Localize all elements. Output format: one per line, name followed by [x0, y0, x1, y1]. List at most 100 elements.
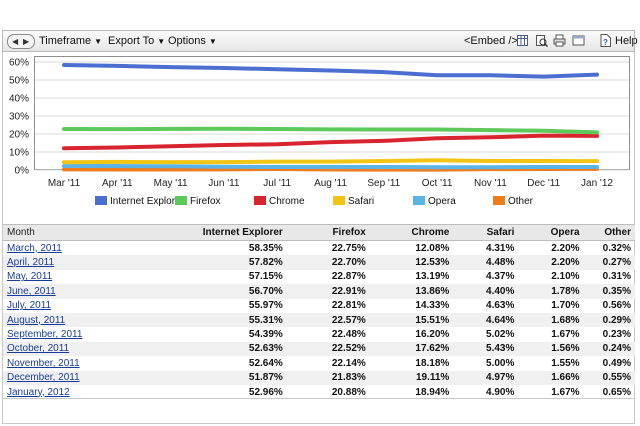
x-tick-label: May '11 [154, 178, 188, 189]
browser-share-line-chart: 0% 10% 20% 30% 40% 50% 60% Mar '11 Apr '11 May '1… [9, 58, 629, 189]
legend-item[interactable]: Chrome [254, 196, 305, 208]
table-body: March, 2011 58.35% 22.75% 12.08% 4.31% 2.20% 0… [3, 241, 635, 400]
print-icon[interactable] [553, 34, 566, 47]
value-cell: 2.10% [551, 271, 580, 283]
value-cell: 1.70% [551, 300, 580, 312]
value-cell: 4.63% [486, 300, 515, 312]
value-cell: 0.23% [602, 329, 631, 341]
table-bottom-border [3, 398, 635, 399]
value-cell: 0.65% [602, 386, 631, 398]
month-cell: March, 2011 [3, 241, 138, 256]
value-cell: 18.18% [415, 357, 450, 369]
value-cell: 22.14% [331, 357, 366, 369]
series-line-opera [62, 164, 599, 170]
y-tick-label: 30% [9, 112, 29, 123]
column-header[interactable]: Chrome [369, 224, 454, 241]
x-tick-label: Mar '11 [48, 178, 81, 189]
month-cell: October, 2011 [3, 341, 138, 357]
month-link[interactable]: June, 2011 [7, 285, 56, 297]
month-link[interactable]: September, 2011 [7, 329, 83, 341]
options-menu[interactable]: Options ▼ [168, 31, 217, 51]
x-tick-label: Jul '11 [263, 178, 291, 189]
legend-label: Other [508, 196, 534, 207]
column-header[interactable]: Month [3, 224, 138, 241]
zoom-icon[interactable] [535, 34, 548, 47]
value-cell: 13.19% [415, 271, 450, 283]
export-label: Export To [108, 35, 155, 47]
value-cell: 54.39% [248, 329, 283, 341]
month-cell: November, 2011 [3, 356, 138, 370]
value-cell: 0.27% [583, 255, 635, 270]
value-cell: 55.97% [248, 300, 283, 312]
month-link[interactable]: July, 2011 [7, 300, 52, 312]
value-cell: 56.70% [138, 284, 287, 299]
column-header[interactable]: Opera [518, 224, 584, 241]
embed-button[interactable]: <Embed /> [464, 31, 518, 51]
legend-item[interactable]: Internet Explorer [95, 196, 184, 208]
value-cell: 1.78% [518, 284, 584, 299]
value-cell: 0.24% [583, 341, 635, 357]
timeframe-menu[interactable]: Timeframe ▼ [39, 31, 102, 51]
value-cell: 0.56% [602, 300, 631, 312]
table-row: December, 2011 51.87% 21.83% 19.11% 4.97% 1.6… [3, 370, 635, 385]
value-cell: 1.55% [551, 357, 580, 369]
value-cell: 0.55% [583, 370, 635, 385]
month-link[interactable]: April, 2011 [7, 257, 55, 269]
column-header[interactable]: Safari [453, 224, 519, 241]
legend-item[interactable]: Other [493, 196, 533, 208]
caret-down-icon: ▼ [208, 37, 217, 46]
value-cell: 57.15% [248, 271, 283, 283]
legend-item[interactable]: Firefox [175, 196, 221, 208]
value-cell: 4.90% [486, 386, 515, 398]
x-tick-label: Jun '11 [208, 178, 240, 189]
value-cell: 52.64% [248, 357, 283, 369]
value-cell: 14.33% [415, 300, 450, 312]
column-header[interactable]: Firefox [286, 224, 370, 241]
legend-swatch [254, 196, 266, 205]
value-cell: 4.48% [453, 255, 519, 270]
table-row: November, 2011 52.64% 22.14% 18.18% 5.00% 1.5… [3, 356, 635, 370]
value-cell: 0.35% [583, 284, 635, 299]
value-cell: 20.88% [331, 386, 366, 398]
month-cell: June, 2011 [3, 284, 138, 299]
y-tick-label: 0% [15, 166, 30, 177]
value-cell: 4.97% [453, 370, 519, 385]
table-row: May, 2011 57.15% 22.87% 13.19% 4.37% 2.10% 0.3… [3, 270, 635, 284]
toolbar: ◀ ▶ Timeframe ▼ Export To ▼ Options ▼ <Embe… [2, 30, 638, 52]
month-link[interactable]: March, 2011 [7, 242, 62, 254]
value-cell: 52.96% [248, 386, 283, 398]
value-cell: 4.64% [453, 312, 519, 328]
export-menu[interactable]: Export To ▼ [108, 31, 165, 51]
legend-label: Opera [428, 196, 456, 207]
value-cell: 5.43% [453, 341, 519, 357]
svg-text:?: ? [603, 38, 608, 47]
y-tick-label: 10% [9, 148, 29, 159]
column-header[interactable]: Other [583, 224, 635, 241]
legend-item[interactable]: Safari [333, 196, 374, 208]
value-cell: 1.56% [518, 341, 584, 357]
month-link[interactable]: November, 2011 [7, 357, 80, 369]
month-link[interactable]: May, 2011 [7, 271, 53, 283]
month-link[interactable]: August, 2011 [7, 314, 66, 326]
legend-label: Chrome [269, 196, 305, 207]
nav-arrows[interactable]: ◀ ▶ [7, 34, 35, 49]
value-cell: 19.11% [369, 370, 454, 385]
value-cell: 5.00% [486, 357, 515, 369]
next-arrow-icon[interactable]: ▶ [23, 37, 30, 46]
help-button[interactable]: ? Help [600, 31, 638, 51]
value-cell: 58.35% [248, 242, 283, 254]
value-cell: 15.51% [369, 312, 454, 328]
column-header[interactable]: Internet Explorer [138, 224, 287, 241]
month-link[interactable]: January, 2012 [7, 386, 70, 398]
month-link[interactable]: October, 2011 [7, 343, 70, 355]
window-icon[interactable] [572, 34, 585, 47]
table-view-icon[interactable] [516, 34, 529, 47]
table-row: October, 2011 52.63% 22.52% 17.62% 5.43% 1.56… [3, 341, 635, 357]
month-link[interactable]: December, 2011 [7, 372, 80, 384]
month-cell: January, 2012 [3, 385, 138, 399]
value-cell: 21.83% [286, 370, 370, 385]
legend-swatch [95, 196, 107, 205]
legend-item[interactable]: Opera [413, 196, 456, 208]
table-row: January, 2012 52.96% 20.88% 18.94% 4.90% 1.67… [3, 385, 635, 399]
prev-arrow-icon[interactable]: ◀ [12, 37, 19, 46]
